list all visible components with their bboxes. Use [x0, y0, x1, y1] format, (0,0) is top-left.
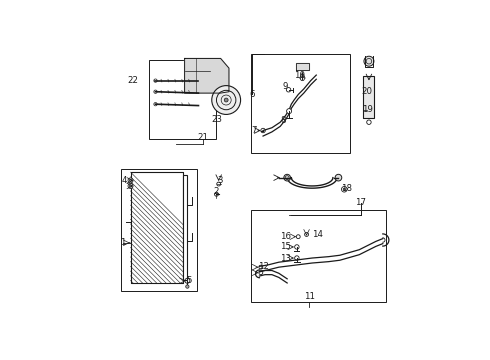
Text: 6: 6 — [249, 90, 255, 99]
Bar — [121, 169, 197, 291]
Circle shape — [343, 188, 345, 190]
Text: 5: 5 — [187, 276, 193, 285]
Circle shape — [335, 174, 342, 181]
Circle shape — [128, 178, 133, 183]
Text: 12: 12 — [258, 262, 269, 271]
Bar — [251, 54, 349, 153]
Circle shape — [129, 179, 132, 181]
Text: 19: 19 — [362, 105, 372, 114]
Bar — [183, 175, 187, 280]
Text: 1: 1 — [121, 238, 126, 247]
Text: 22: 22 — [127, 76, 138, 85]
Circle shape — [364, 56, 374, 66]
Text: 13: 13 — [280, 253, 291, 262]
Circle shape — [284, 174, 291, 181]
Text: 18: 18 — [341, 184, 352, 193]
Text: 2: 2 — [214, 187, 219, 196]
Text: 11: 11 — [304, 292, 315, 301]
Circle shape — [224, 98, 228, 102]
Text: 16: 16 — [280, 232, 291, 241]
Text: 21: 21 — [197, 133, 208, 142]
Bar — [130, 172, 183, 283]
Text: 20: 20 — [362, 87, 372, 96]
Bar — [148, 60, 217, 139]
Circle shape — [186, 285, 189, 288]
Circle shape — [287, 109, 292, 114]
Polygon shape — [296, 63, 309, 70]
Text: 4: 4 — [122, 176, 127, 185]
Text: 9: 9 — [282, 82, 288, 91]
Text: 14: 14 — [312, 230, 322, 239]
Bar — [364, 76, 374, 118]
Text: 7: 7 — [252, 126, 257, 135]
Text: 15: 15 — [280, 242, 291, 251]
Bar — [251, 210, 386, 302]
Text: 17: 17 — [355, 198, 366, 207]
Bar — [130, 172, 183, 283]
Text: 23: 23 — [211, 115, 222, 124]
Circle shape — [212, 86, 241, 114]
Polygon shape — [185, 58, 229, 93]
Text: 8: 8 — [280, 116, 286, 125]
Circle shape — [128, 184, 133, 188]
Text: 10: 10 — [294, 71, 305, 80]
Circle shape — [129, 185, 132, 187]
Text: 3: 3 — [218, 176, 223, 185]
